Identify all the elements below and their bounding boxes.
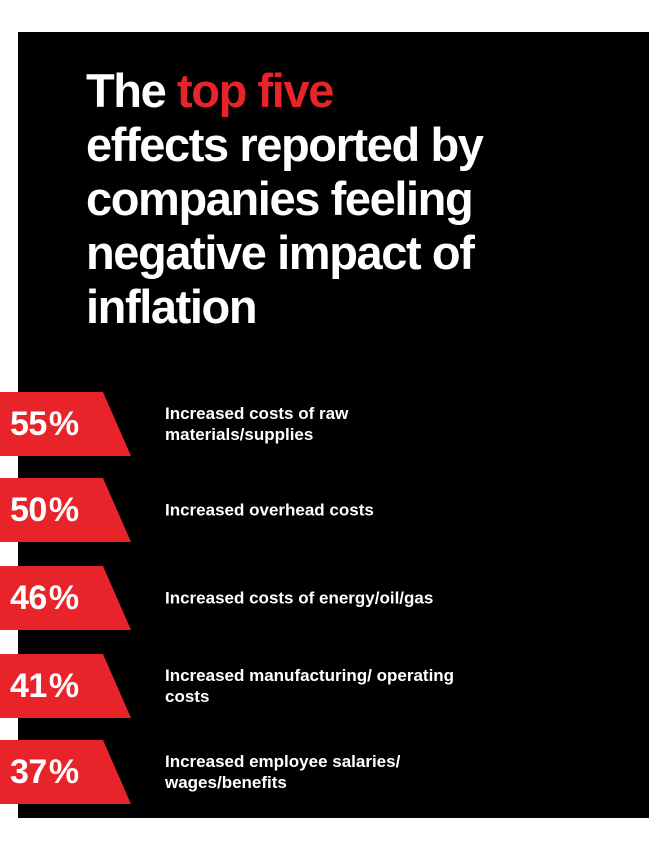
- percent-tag-bar: [0, 392, 131, 456]
- percent-unit: %: [48, 753, 79, 791]
- percent-value: 37%: [10, 753, 79, 791]
- effect-label: Increased manufacturing/ operating costs: [165, 666, 455, 706]
- percent-tag: 50%: [0, 478, 131, 542]
- title-prefix: The: [86, 64, 178, 117]
- percent-tag: 55%: [0, 392, 131, 456]
- percent-tag-shape: [0, 566, 131, 630]
- percent-tag: 41%: [0, 654, 131, 718]
- effect-row: 55% Increased costs of raw materials/supp…: [0, 392, 600, 456]
- effect-row: 37% Increased employee salaries/ wages/be…: [0, 740, 600, 804]
- effect-label: Increased costs of energy/oil/gas: [165, 588, 434, 608]
- percent-tag-shape: [0, 392, 131, 456]
- effect-row: 41% Increased manufacturing/ operating co…: [0, 654, 600, 718]
- percent-tag-shape: [0, 654, 131, 718]
- percent-unit: %: [48, 579, 79, 617]
- percent-unit: %: [48, 405, 79, 443]
- percent-tag-bar: [0, 478, 131, 542]
- title-rest: effects reported by companies feeling ne…: [86, 118, 484, 333]
- percent-tag-shape: [0, 740, 131, 804]
- percent-value: 55%: [10, 405, 79, 443]
- effect-label: Increased costs of raw materials/supplie…: [165, 404, 349, 444]
- percent-tag-bar: [0, 740, 131, 804]
- percent-value: 46%: [10, 579, 79, 617]
- percent-tag-shape: [0, 478, 131, 542]
- infographic-title: The top five effects reported by companie…: [86, 64, 626, 334]
- effect-row: 50% Increased overhead costs: [0, 478, 600, 542]
- effect-row: 46% Increased costs of energy/oil/gas: [0, 566, 600, 630]
- title-highlight: top five: [177, 64, 334, 117]
- infographic-panel: [18, 32, 649, 818]
- percent-tag: 46%: [0, 566, 131, 630]
- effect-label: Increased overhead costs: [165, 500, 374, 520]
- percent-value: 50%: [10, 491, 79, 529]
- percent-tag-bar: [0, 654, 131, 718]
- percent-value: 41%: [10, 667, 79, 705]
- percent-unit: %: [48, 491, 79, 529]
- percent-tag: 37%: [0, 740, 131, 804]
- percent-tag-bar: [0, 566, 131, 630]
- percent-unit: %: [48, 667, 79, 705]
- effect-label: Increased employee salaries/ wages/benef…: [165, 752, 401, 792]
